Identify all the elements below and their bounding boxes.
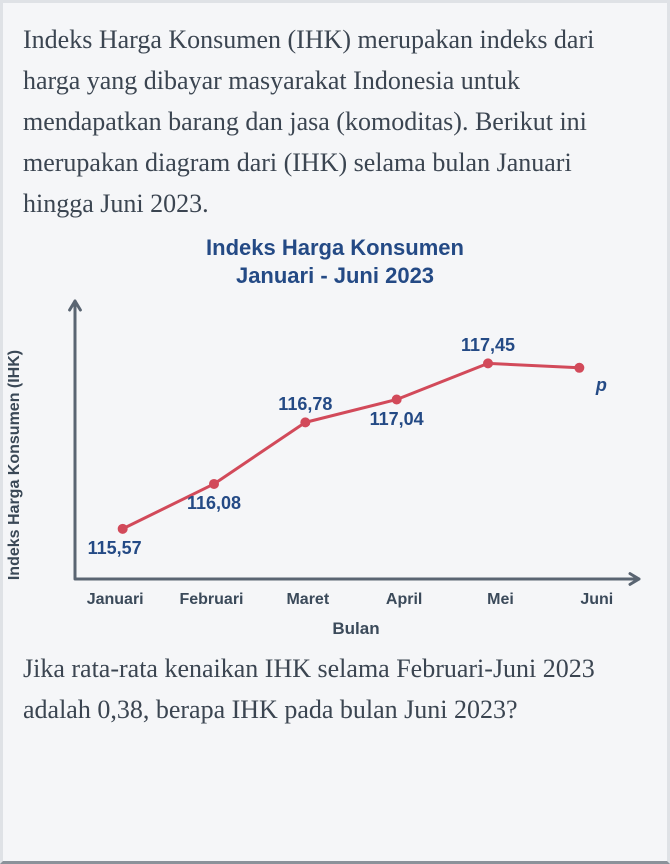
question-paragraph: Jika rata-rata kenaikan IHK selama Febru… (23, 649, 647, 730)
chart-title: Indeks Harga Konsumen Januari - Juni 202… (23, 234, 647, 289)
chart-title-line2: Januari - Juni 2023 (23, 262, 647, 290)
plot-area: 115,57 116,08 116,78 117,04 117,45 p (67, 295, 645, 585)
chart-title-line1: Indeks Harga Konsumen (23, 234, 647, 262)
y-axis-label: Indeks Harga Konsumen (IHK) (6, 350, 24, 580)
chart-container: Indeks Harga Konsumen (IHK) 115,57116,08… (25, 295, 645, 635)
point-label-3: 117,04 (370, 409, 424, 430)
point-label-1: 116,08 (187, 493, 241, 514)
intro-paragraph: Indeks Harga Konsumen (IHK) merupakan in… (23, 19, 647, 224)
point-label-5: p (596, 375, 607, 396)
point-label-4: 117,45 (461, 335, 515, 356)
point-label-0: 115,57 (88, 538, 142, 559)
point-label-2: 116,78 (278, 394, 332, 415)
x-axis-label: Bulan (67, 619, 645, 639)
